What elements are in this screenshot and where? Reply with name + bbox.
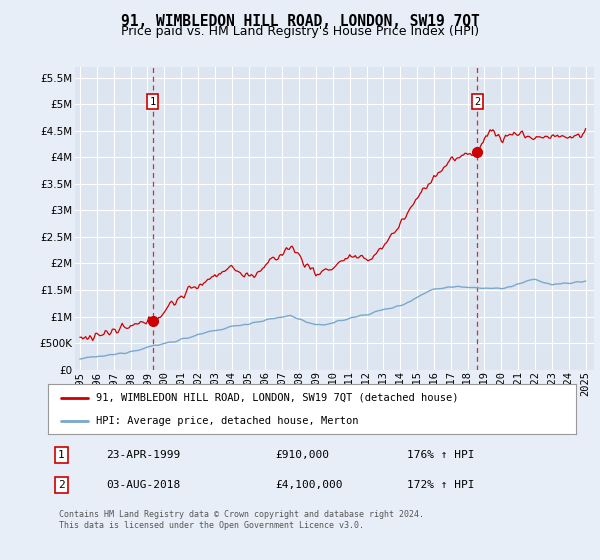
- Text: 1: 1: [149, 97, 156, 107]
- Text: 172% ↑ HPI: 172% ↑ HPI: [407, 480, 475, 490]
- Text: 23-APR-1999: 23-APR-1999: [106, 450, 181, 460]
- Text: 91, WIMBLEDON HILL ROAD, LONDON, SW19 7QT: 91, WIMBLEDON HILL ROAD, LONDON, SW19 7Q…: [121, 14, 479, 29]
- Text: 176% ↑ HPI: 176% ↑ HPI: [407, 450, 475, 460]
- Text: £4,100,000: £4,100,000: [275, 480, 343, 490]
- Text: 91, WIMBLEDON HILL ROAD, LONDON, SW19 7QT (detached house): 91, WIMBLEDON HILL ROAD, LONDON, SW19 7Q…: [95, 393, 458, 403]
- Text: 1: 1: [58, 450, 65, 460]
- Text: 2: 2: [58, 480, 65, 490]
- Text: 03-AUG-2018: 03-AUG-2018: [106, 480, 181, 490]
- Text: HPI: Average price, detached house, Merton: HPI: Average price, detached house, Mert…: [95, 417, 358, 426]
- Text: Contains HM Land Registry data © Crown copyright and database right 2024.
This d: Contains HM Land Registry data © Crown c…: [59, 510, 424, 530]
- Text: £910,000: £910,000: [275, 450, 329, 460]
- Text: Price paid vs. HM Land Registry's House Price Index (HPI): Price paid vs. HM Land Registry's House …: [121, 25, 479, 38]
- Text: 2: 2: [474, 97, 481, 107]
